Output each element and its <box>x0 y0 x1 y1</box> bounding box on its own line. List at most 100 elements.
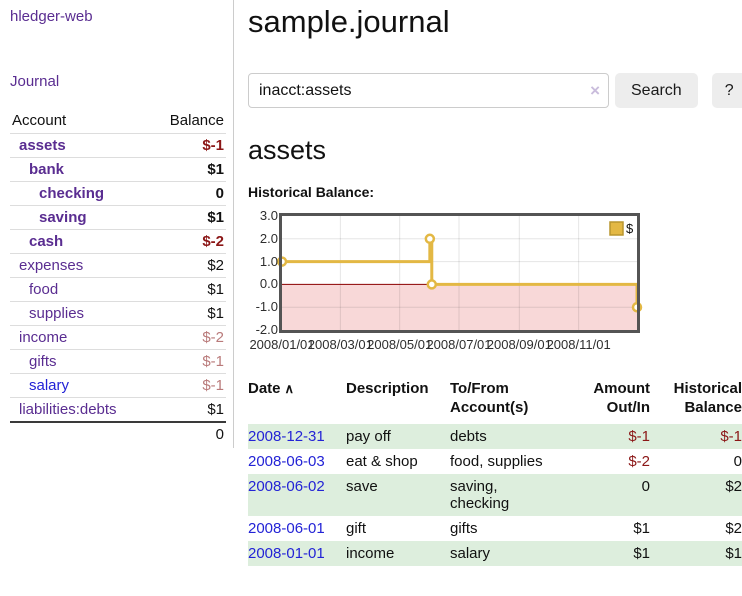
balance-cell: $2 <box>725 478 742 495</box>
account-row: bank $1 <box>10 157 226 182</box>
account-heading: assets <box>248 135 327 165</box>
col-header-accounts: To/From Account(s) <box>450 380 529 416</box>
balance-column-header: Balance <box>150 109 226 134</box>
account-row: salary $-1 <box>10 373 226 398</box>
x-axis-tick-label: 2008/09/01 <box>486 337 552 352</box>
accounts-total-value: 0 <box>215 426 224 443</box>
amount-cell: $-1 <box>628 428 650 445</box>
account-row: expenses $2 <box>10 253 226 278</box>
account-balance: $1 <box>150 397 226 423</box>
account-column-header: Account <box>10 109 151 134</box>
account-balance: $1 <box>150 157 226 182</box>
balance-cell: $2 <box>725 520 742 537</box>
transaction-date-link[interactable]: 2008-06-03 <box>248 453 325 470</box>
balance-cell: $-1 <box>720 428 742 445</box>
account-row: food $1 <box>10 277 226 302</box>
account-link[interactable]: gifts <box>29 353 57 370</box>
account-row: supplies $1 <box>10 301 226 326</box>
account-balance: $-1 <box>150 373 226 398</box>
clear-search-icon[interactable]: × <box>590 80 600 100</box>
help-button[interactable]: ? <box>711 73 742 108</box>
account-balance: $-1 <box>150 349 226 374</box>
account-row: income $-2 <box>10 325 226 350</box>
transaction-date-link[interactable]: 2008-12-31 <box>248 428 325 445</box>
account-link[interactable]: salary <box>29 377 70 394</box>
account-link[interactable]: assets <box>19 137 66 154</box>
x-axis-tick-label: 2008/05/01 <box>367 337 433 352</box>
y-axis-tick-label: 1.0 <box>259 253 278 269</box>
account-row: saving $1 <box>10 205 226 230</box>
accounts-cell: salary <box>450 545 491 562</box>
legend-swatch <box>609 221 624 236</box>
account-balance: $-2 <box>150 325 226 350</box>
y-axis-tick-label: 3.0 <box>259 208 278 223</box>
account-row: liabilities:debts $1 <box>10 397 226 423</box>
account-balance: $1 <box>150 277 226 302</box>
description-cell: save <box>346 478 378 495</box>
accounts-cell: saving, checking <box>450 478 510 512</box>
y-axis-tick-label: -2.0 <box>255 322 278 337</box>
col-header-amount: Amount Out/In <box>593 380 650 416</box>
search-button[interactable]: Search <box>615 73 698 108</box>
account-link[interactable]: bank <box>29 161 65 178</box>
search-input[interactable] <box>248 73 609 108</box>
account-row: assets $-1 <box>10 133 226 158</box>
register-row: 2008-06-01 gift gifts $1 $2 <box>248 516 742 541</box>
description-cell: gift <box>346 520 367 537</box>
account-balance: $2 <box>150 253 226 278</box>
account-balance: $1 <box>150 205 226 230</box>
register-row: 2008-06-03 eat & shop food, supplies $-2 0 <box>248 449 742 474</box>
x-axis-tick-label: 2008/11/01 <box>546 337 611 352</box>
account-row: cash $-2 <box>10 229 226 254</box>
account-balance: $1 <box>150 301 226 326</box>
transaction-date-link[interactable]: 2008-06-02 <box>248 478 325 495</box>
account-link[interactable]: saving <box>39 209 87 226</box>
register-row: 2008-06-02 save saving, checking 0 $2 <box>248 474 742 516</box>
description-cell: income <box>346 545 395 562</box>
y-axis-tick-label: 0.0 <box>259 276 278 292</box>
sidebar: hledger-web Journal Account Balance asse… <box>0 0 234 448</box>
main-content: sample.journal × Search ? assets Histori… <box>234 0 742 596</box>
x-axis-tick-label: 2008/03/01 <box>307 337 373 352</box>
account-link[interactable]: income <box>19 329 68 346</box>
chart-canvas: $ <box>276 213 643 333</box>
search-input-wrap: × <box>248 73 609 108</box>
account-link[interactable]: supplies <box>29 305 85 322</box>
account-link[interactable]: food <box>29 281 59 298</box>
accounts-total-row: 0 <box>10 422 226 446</box>
amount-cell: $-2 <box>628 453 650 470</box>
account-link[interactable]: cash <box>29 233 64 250</box>
transaction-date-link[interactable]: 2008-06-01 <box>248 520 325 537</box>
register-row: 2008-01-01 income salary $1 $1 <box>248 541 742 566</box>
y-axis-tick-label: -1.0 <box>255 299 278 315</box>
account-balance: 0 <box>150 181 226 206</box>
account-row: checking 0 <box>10 181 226 206</box>
account-balance: $-1 <box>150 133 226 158</box>
amount-cell: 0 <box>641 478 650 495</box>
col-header-balance: Historical Balance <box>673 380 742 416</box>
amount-cell: $1 <box>633 545 650 562</box>
account-link[interactable]: liabilities:debts <box>19 401 117 418</box>
search-form: × Search ? <box>248 73 742 108</box>
register-header-row: Date ∧ Description To/From Account(s) Amo… <box>248 376 742 424</box>
accounts-header-row: Account Balance <box>10 109 226 134</box>
y-axis-tick-label: 2.0 <box>259 230 278 246</box>
historical-balance-chart[interactable]: $3.0 2.0 1.0 0.0 -1.0 -2.0 2008/01/01 2008/03/0… <box>248 208 650 354</box>
col-header-date[interactable]: Date ∧ <box>248 380 295 397</box>
accounts-cell: food, supplies <box>450 453 543 470</box>
page-title: sample.journal <box>248 4 450 39</box>
register-row: 2008-12-31 pay off debts $-1 $-1 <box>248 424 742 449</box>
description-cell: eat & shop <box>346 453 418 470</box>
accounts-cell: debts <box>450 428 487 445</box>
accounts-cell: gifts <box>450 520 478 537</box>
account-link[interactable]: expenses <box>19 257 84 274</box>
transaction-date-link[interactable]: 2008-01-01 <box>248 545 325 562</box>
sort-ascending-icon: ∧ <box>284 381 295 396</box>
app-title-link[interactable]: hledger-web <box>10 8 93 25</box>
account-link[interactable]: checking <box>39 185 105 202</box>
sidebar-item-journal[interactable]: Journal <box>10 73 60 90</box>
account-row: gifts $-1 <box>10 349 226 374</box>
amount-cell: $1 <box>633 520 650 537</box>
description-cell: pay off <box>346 428 391 445</box>
